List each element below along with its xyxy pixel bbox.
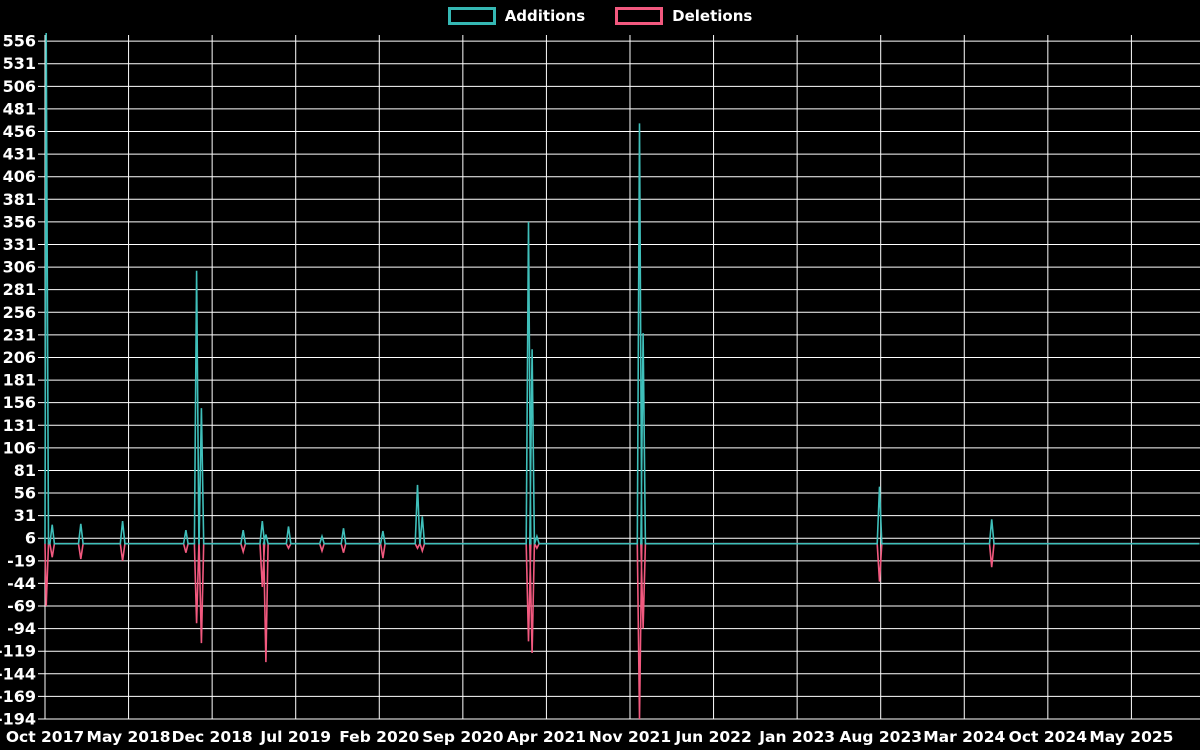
x-tick-label: Jun 2022 — [674, 728, 751, 746]
x-tick-label: Mar 2024 — [923, 728, 1005, 746]
y-tick-label: 481 — [3, 99, 36, 118]
deletions-swatch-icon — [615, 7, 664, 25]
y-tick-label: -44 — [7, 574, 36, 593]
y-tick-label: 306 — [3, 258, 36, 277]
y-tick-label: 431 — [3, 145, 36, 164]
x-tick-label: Sep 2020 — [422, 728, 504, 746]
y-tick-label: 281 — [3, 280, 36, 299]
x-tick-label: Oct 2024 — [1009, 728, 1088, 746]
deletions-line — [44, 542, 1200, 720]
y-tick-label: 106 — [3, 438, 36, 457]
y-tick-label: -19 — [7, 551, 36, 570]
y-tick-label: 81 — [14, 461, 36, 480]
y-tick-label: 181 — [3, 371, 36, 390]
y-tick-label: 206 — [3, 348, 36, 367]
x-tick-label: May 2018 — [87, 728, 171, 746]
y-tick-label: 331 — [3, 235, 36, 254]
legend-label-additions: Additions — [504, 6, 586, 25]
y-tick-label: -169 — [0, 687, 36, 706]
x-tick-label: May 2025 — [1089, 728, 1173, 746]
y-tick-label: 6 — [25, 529, 36, 548]
y-tick-label: 381 — [3, 190, 36, 209]
x-tick-label: Jan 2023 — [758, 728, 835, 746]
y-tick-label: 356 — [3, 212, 36, 231]
y-tick-label: -144 — [0, 664, 36, 683]
y-tick-label: 256 — [3, 303, 36, 322]
x-tick-label: Nov 2021 — [589, 728, 671, 746]
additions-line — [44, 32, 1200, 545]
x-tick-label: Apr 2021 — [507, 728, 586, 746]
legend-item-deletions[interactable]: Deletions — [615, 7, 752, 25]
y-tick-label: 456 — [3, 122, 36, 141]
y-tick-label: 406 — [3, 167, 36, 186]
x-tick-label: Aug 2023 — [839, 728, 922, 746]
y-tick-label: -194 — [0, 710, 36, 729]
y-tick-label: 531 — [3, 54, 36, 73]
y-tick-label: 556 — [3, 32, 36, 51]
legend-label-deletions: Deletions — [672, 6, 753, 25]
y-tick-label: -69 — [7, 597, 36, 616]
additions-swatch-icon — [447, 7, 496, 25]
x-tick-label: Feb 2020 — [339, 728, 419, 746]
y-tick-label: 231 — [3, 325, 36, 344]
y-tick-label: -94 — [7, 619, 36, 638]
x-tick-label: Oct 2017 — [6, 728, 84, 746]
x-tick-label: Dec 2018 — [172, 728, 253, 746]
y-tick-label: 31 — [14, 506, 36, 525]
y-tick-label: 156 — [3, 393, 36, 412]
y-tick-label: 131 — [3, 416, 36, 435]
x-tick-label: Jul 2019 — [259, 728, 331, 746]
legend-item-additions[interactable]: Additions — [447, 6, 586, 25]
y-tick-label: 506 — [3, 77, 36, 96]
y-tick-label: -119 — [0, 642, 36, 661]
y-tick-label: 56 — [14, 484, 36, 503]
chart-legend: Additions Deletions — [0, 7, 1200, 25]
